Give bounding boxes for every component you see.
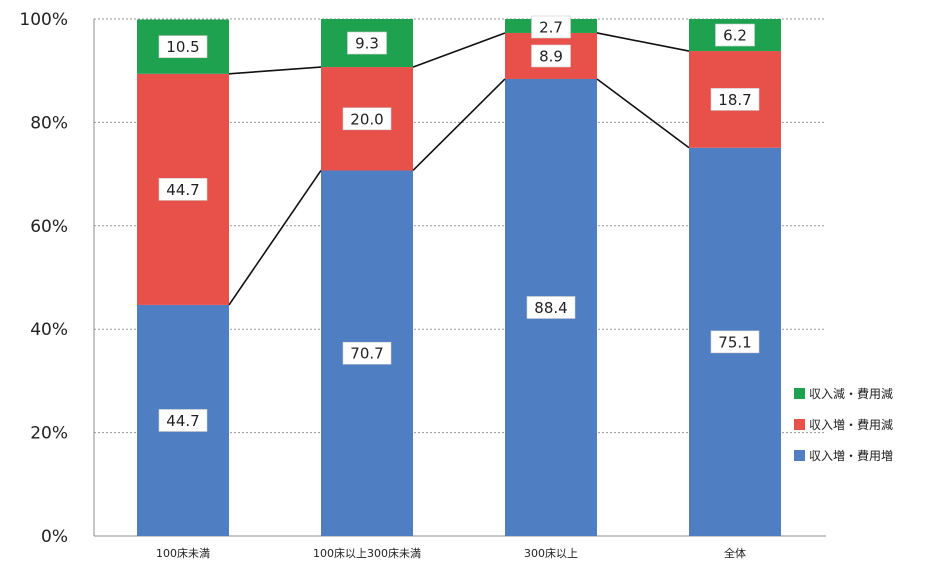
data-label-box bbox=[531, 44, 571, 68]
legend-swatch bbox=[794, 419, 805, 430]
data-label: 8.9 bbox=[539, 47, 563, 65]
data-label-box bbox=[710, 330, 760, 354]
data-label-box bbox=[531, 15, 571, 39]
legend-entry: 収入減・費用減 bbox=[809, 386, 893, 401]
data-label-box bbox=[342, 341, 392, 365]
series-lines bbox=[228, 32, 690, 306]
x-tick-label: 全体 bbox=[724, 546, 746, 560]
data-label: 2.7 bbox=[539, 19, 563, 37]
data-label-box bbox=[715, 23, 755, 47]
bars bbox=[137, 19, 781, 537]
data-label: 20.0 bbox=[350, 110, 383, 128]
data-label: 10.5 bbox=[166, 38, 199, 56]
data-label: 6.2 bbox=[723, 27, 747, 45]
data-label: 44.7 bbox=[166, 181, 199, 199]
y-tick-label: 40% bbox=[30, 320, 68, 340]
series-line bbox=[228, 170, 322, 306]
data-label: 9.3 bbox=[355, 35, 379, 53]
data-label-box bbox=[158, 178, 208, 201]
data-label-box bbox=[158, 409, 208, 432]
series-line bbox=[596, 78, 690, 149]
y-tick-label: 60% bbox=[30, 217, 68, 237]
axes: 0% 20% 40% 60% 80% 100% 100床未満 100床以上300床未満 300床… bbox=[19, 10, 826, 560]
y-tick-label: 0% bbox=[41, 527, 68, 547]
y-tick-label: 80% bbox=[30, 113, 68, 133]
data-label: 70.7 bbox=[350, 345, 383, 363]
data-label: 44.7 bbox=[166, 412, 199, 430]
y-tick-label: 100% bbox=[19, 10, 68, 30]
series-line bbox=[228, 66, 322, 75]
data-label-box bbox=[342, 107, 392, 131]
legend-entry: 収入増・費用増 bbox=[809, 448, 893, 463]
y-tick-label: 20% bbox=[30, 424, 68, 444]
x-tick-label: 100床以上300床未満 bbox=[313, 546, 421, 560]
data-label-box bbox=[526, 296, 576, 319]
data-label-box bbox=[710, 88, 760, 111]
legend-entry: 収入増・費用減 bbox=[809, 417, 893, 432]
x-tick-label: 300床以上 bbox=[524, 546, 578, 560]
data-label: 18.7 bbox=[718, 91, 751, 109]
data-labels: 44.7 70.7 88.4 75.1 44.7 20.0 8.9 18.7 10.5 9.3 2.… bbox=[158, 15, 760, 432]
series-line bbox=[596, 32, 690, 52]
legend-swatch bbox=[794, 450, 805, 461]
data-label-box bbox=[158, 35, 208, 58]
series-line bbox=[412, 78, 506, 172]
data-label: 88.4 bbox=[534, 299, 567, 317]
series-line bbox=[412, 32, 506, 68]
data-label-box bbox=[347, 31, 387, 55]
x-tick-label: 100床未満 bbox=[156, 546, 210, 560]
data-label: 75.1 bbox=[718, 333, 751, 351]
legend-swatch bbox=[794, 388, 805, 399]
